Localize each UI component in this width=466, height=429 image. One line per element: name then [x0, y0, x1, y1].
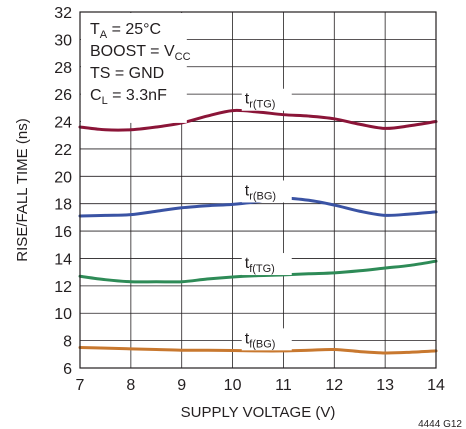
y-tick-label: 20 [54, 169, 72, 186]
y-tick-label: 16 [54, 224, 72, 241]
plot-frame [79, 11, 437, 369]
series-label-bg [241, 328, 292, 351]
condition-line: CL = 3.3nF [90, 87, 167, 107]
series-label-bg [241, 88, 292, 111]
series-line-rtg [78, 108, 438, 132]
y-axis-label: RISE/FALL TIME (ns) [14, 118, 31, 261]
condition-line: TA = 25°C [90, 21, 161, 41]
y-tick-labels: 6 8 10 12 14 16 18 20 22 24 26 28 30 32 [54, 5, 72, 378]
series-label: tr(BG) [245, 182, 276, 202]
figure-id: 4444 G12 [418, 419, 462, 429]
y-tick-label: 24 [54, 115, 72, 132]
y-tick-label: 18 [54, 197, 72, 214]
y-tick-label: 8 [63, 334, 72, 351]
y-tick-label: 30 [54, 32, 72, 49]
y-tick-label: 28 [54, 60, 72, 77]
x-tick-label: 12 [325, 377, 343, 394]
series-label-bg [241, 180, 292, 203]
x-tick-label: 9 [177, 377, 186, 394]
y-tick-label: 26 [54, 87, 72, 104]
series-label: tf(TG) [245, 255, 275, 275]
x-axis-label: SUPPLY VOLTAGE (V) [181, 404, 336, 421]
series-line-ftg [78, 259, 438, 284]
series-labels: tr(TG) tr(BG) tf(TG) tf(BG) [241, 88, 292, 351]
x-tick-labels: 7 8 9 10 11 12 13 14 [76, 377, 445, 394]
x-tick-label: 11 [275, 377, 292, 394]
condition-line: TS = GND [90, 65, 164, 82]
series-lines [78, 108, 438, 355]
y-tick-label: 14 [54, 251, 72, 268]
series-label: tf(BG) [245, 330, 276, 350]
x-tick-label: 10 [224, 377, 242, 394]
x-tick-label: 13 [376, 377, 394, 394]
series-line-fbg [78, 345, 438, 355]
y-tick-label: 10 [54, 306, 72, 323]
y-tick-label: 6 [63, 361, 72, 378]
series-label: tr(TG) [245, 91, 276, 111]
condition-line: BOOST = VCC [90, 43, 191, 63]
y-tick-label: 32 [54, 5, 72, 22]
y-tick-label: 22 [54, 142, 72, 159]
conditions-background [81, 13, 187, 123]
x-tick-label: 8 [126, 377, 135, 394]
series-label-bg [241, 253, 292, 276]
y-tick-label: 12 [54, 279, 72, 296]
x-tick-label: 7 [76, 377, 85, 394]
x-tick-label: 14 [427, 377, 445, 394]
